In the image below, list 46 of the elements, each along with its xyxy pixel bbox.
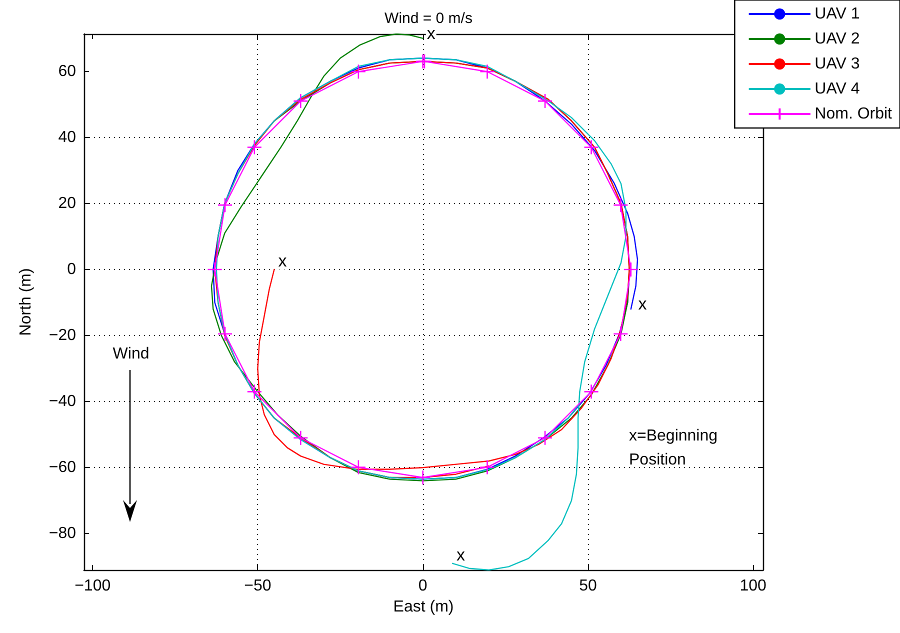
annotation: x=Beginning Position bbox=[629, 428, 718, 468]
x-axis-title: East (m) bbox=[393, 598, 454, 616]
point bbox=[246, 140, 262, 155]
annotation: x bbox=[456, 546, 466, 565]
point bbox=[613, 326, 628, 342]
point bbox=[537, 93, 553, 109]
point bbox=[584, 140, 599, 155]
legend-label: UAV 4 bbox=[814, 80, 860, 98]
x-tick-label: −50 bbox=[244, 578, 272, 594]
point bbox=[207, 262, 222, 278]
legend-label: Nom. Orbit bbox=[814, 106, 893, 122]
legend-label: UAV 2 bbox=[814, 30, 860, 48]
y-tick-label: −20 bbox=[48, 327, 76, 344]
x-tick-label: 0 bbox=[418, 578, 428, 594]
annotation: x bbox=[426, 24, 436, 43]
point bbox=[246, 384, 262, 400]
point bbox=[537, 430, 553, 446]
legend-label: UAV 3 bbox=[814, 56, 860, 72]
y-tick-label: 60 bbox=[58, 62, 76, 80]
legend-label: UAV 1 bbox=[814, 6, 860, 22]
x-tick-label: 100 bbox=[740, 578, 767, 594]
annotation: x bbox=[278, 252, 288, 271]
y-tick-label: −60 bbox=[48, 459, 76, 476]
annotation: x bbox=[638, 294, 648, 314]
point bbox=[217, 197, 233, 213]
point bbox=[292, 430, 308, 446]
point bbox=[480, 64, 495, 80]
y-tick-label: −40 bbox=[48, 393, 76, 410]
point bbox=[623, 262, 639, 278]
point bbox=[350, 64, 366, 80]
line-series bbox=[216, 58, 627, 571]
point bbox=[480, 460, 495, 475]
point bbox=[350, 460, 366, 475]
point bbox=[217, 326, 233, 342]
y-tick-label: 20 bbox=[58, 194, 76, 212]
point bbox=[292, 93, 308, 109]
y-tick-label: 40 bbox=[58, 128, 76, 146]
y-axis-title: North (m) bbox=[18, 268, 34, 336]
point bbox=[415, 470, 430, 486]
point bbox=[613, 197, 628, 213]
annotation: Wind bbox=[112, 346, 150, 362]
y-tick-label: 0 bbox=[67, 260, 76, 278]
point bbox=[584, 384, 599, 400]
x-tick-label: 50 bbox=[579, 578, 597, 594]
y-tick-label: −80 bbox=[48, 525, 76, 542]
x-tick-label: −100 bbox=[74, 578, 111, 594]
